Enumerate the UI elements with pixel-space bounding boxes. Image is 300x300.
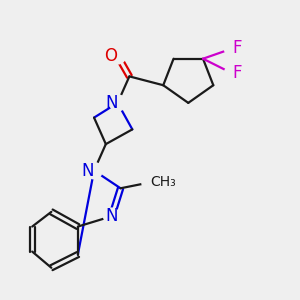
Text: CH₃: CH₃: [150, 176, 176, 189]
Text: N: N: [82, 162, 94, 180]
Circle shape: [224, 64, 241, 82]
Text: N: N: [106, 207, 118, 225]
Text: F: F: [232, 39, 242, 57]
Circle shape: [141, 174, 159, 191]
Text: O: O: [105, 47, 118, 65]
Circle shape: [109, 47, 126, 64]
Circle shape: [109, 94, 126, 112]
Text: F: F: [232, 64, 242, 82]
Circle shape: [103, 207, 121, 225]
Text: N: N: [105, 94, 118, 112]
Circle shape: [85, 162, 103, 179]
Circle shape: [224, 40, 241, 57]
